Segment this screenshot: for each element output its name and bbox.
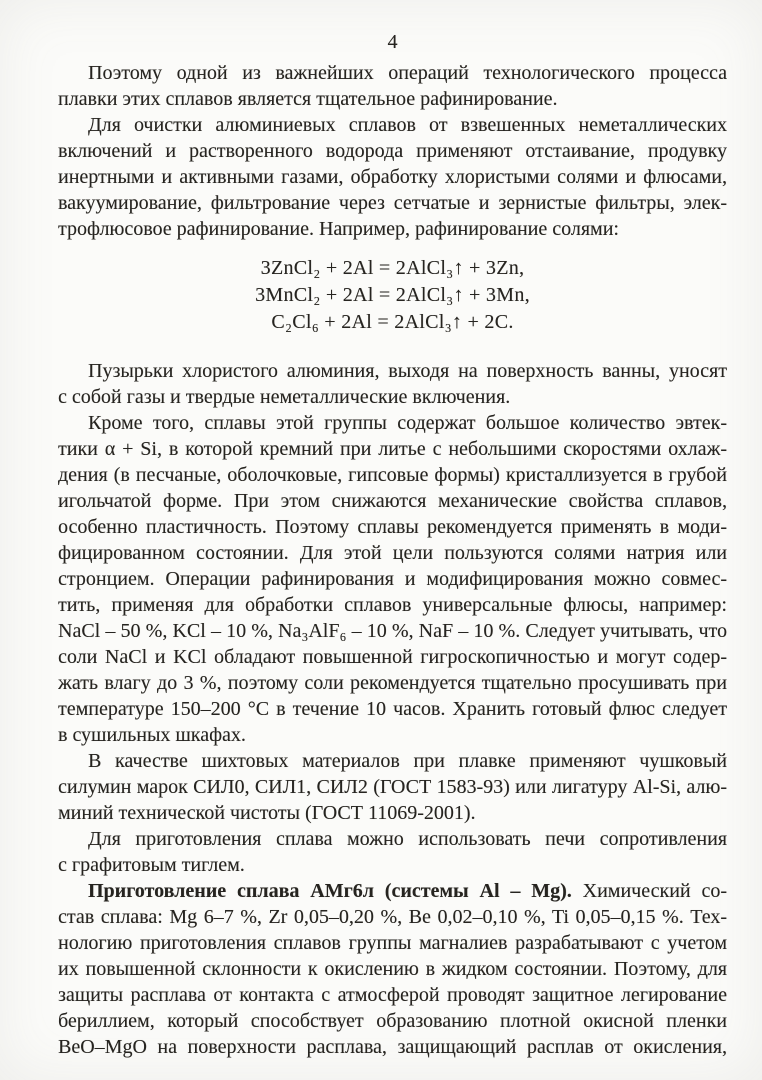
text-line: особенно пластичность. Поэтому сплавы ре… — [58, 516, 727, 538]
text-line: защиты расплава от контакта с атмосферой… — [58, 984, 727, 1006]
text-line: вакуумирование, фильтрование через сетча… — [58, 192, 727, 214]
equation-line: C₂Cl₆ + 2Al = 2AlCl₃↑ + 2C. — [271, 311, 514, 333]
text-line: Для очистки алюминиевых сплавов от взвеш… — [88, 114, 727, 136]
text-line: фицированном состоянии. Для этой цели по… — [58, 542, 727, 564]
paragraph: Пузырьки хлористого алюминия, выходя на … — [58, 358, 727, 410]
equation-line: 3ZnCl₂ + 2Al = 2AlCl₃↑ + 3Zn, — [260, 257, 525, 279]
text-line: плавки этих сплавов является тщательное … — [58, 88, 558, 110]
text-body: Поэтому одной из важнейших операций техн… — [58, 60, 727, 1060]
text-line: трофлюсовое рафинирование. Например, раф… — [58, 218, 619, 240]
text-line: тики α + Si, в которой кремний при литье… — [58, 438, 727, 460]
equation-line: 3MnCl₂ + 2Al = 2AlCl₃↑ + 3Mn, — [255, 284, 530, 306]
text-line: NaCl – 50 %, KCl – 10 %, Na₃AlF₆ – 10 %,… — [58, 620, 727, 642]
text-line: дения (в песчаные, оболочковые, гипсовые… — [58, 464, 727, 486]
text-line: температуре 150–200 °С в течение 10 часо… — [58, 698, 727, 720]
text-line: Кроме того, сплавы этой группы содержат … — [88, 412, 727, 434]
text-line: Для приготовления сплава можно использов… — [88, 828, 727, 850]
text-line: жать влагу до 3 %, поэтому соли рекоменд… — [58, 672, 727, 694]
text-line: силумин марок СИЛ0, СИЛ1, СИЛ2 (ГОСТ 158… — [58, 776, 727, 798]
text-line: в сушильных шкафах. — [58, 724, 246, 746]
text-line: Приготовление сплава АМг6л (системы Al –… — [88, 880, 727, 902]
text-line: стронцием. Операции рафинирования и моди… — [58, 568, 727, 590]
page-number: 4 — [387, 31, 398, 53]
text-line: нологию приготовления сплавов группы маг… — [58, 932, 727, 954]
text-line: BeO–MgO на поверхности расплава, защищаю… — [58, 1036, 727, 1058]
paragraph: В качестве шихтовых материалов при плавк… — [58, 748, 727, 826]
text-line: тить, применяя для обработки сплавов уни… — [58, 594, 727, 616]
text-line: включений и растворенного водорода приме… — [58, 140, 727, 162]
text-line: их повышенной склонности к окислению в ж… — [58, 958, 727, 980]
text-line: бериллием, который способствует образова… — [58, 1010, 727, 1032]
paragraph: Приготовление сплава АМг6л (системы Al –… — [58, 878, 727, 1060]
paragraph: Кроме того, сплавы этой группы содержат … — [58, 410, 727, 748]
paragraph: Поэтому одной из важнейших операций техн… — [58, 60, 727, 112]
text-line: В качестве шихтовых материалов при плавк… — [88, 750, 727, 772]
text-line: соли NaCl и KCl обладают повышенной гигр… — [58, 646, 727, 668]
text-line: инертными и активными газами, обработку … — [58, 166, 727, 188]
paragraph: Для приготовления сплава можно использов… — [58, 826, 727, 878]
bold-run: Приготовление сплава АМг6л (системы Al –… — [88, 880, 572, 902]
text-line: с собой газы и твердые неметаллические в… — [58, 386, 511, 408]
equation-block: 3ZnCl₂ + 2Al = 2AlCl₃↑ + 3Zn, 3MnCl₂ + 2A… — [58, 255, 727, 336]
text-line: игольчатой форме. При этом снижаются мех… — [58, 490, 727, 512]
text-line: став сплава: Mg 6–7 %, Zr 0,05–0,20 %, B… — [58, 906, 727, 928]
paragraph: Для очистки алюминиевых сплавов от взвеш… — [58, 112, 727, 242]
text-line: Пузырьки хлористого алюминия, выходя на … — [88, 360, 727, 382]
text-line: Поэтому одной из важнейших операций техн… — [88, 62, 727, 84]
text-line: миний технической чистоты (ГОСТ 11069-20… — [58, 802, 476, 824]
text-line: с графитовым тиглем. — [58, 854, 245, 876]
